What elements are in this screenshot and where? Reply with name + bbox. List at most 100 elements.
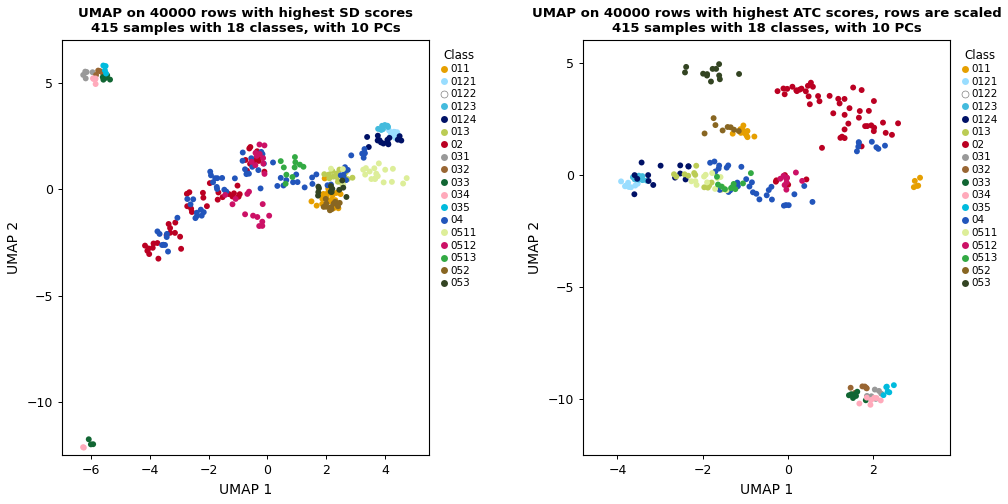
Point [277,180,293,188]
Point [379,121,395,130]
Point [804,198,821,206]
Point [804,83,821,91]
Point [700,183,716,192]
Point [776,90,792,98]
Point [772,175,788,183]
Point [226,190,242,198]
Point [276,163,292,171]
Point [151,230,167,238]
Point [373,126,389,134]
Y-axis label: UMAP 2: UMAP 2 [528,221,542,275]
Point [837,134,853,142]
Point [849,388,865,396]
Point [722,186,738,195]
Point [211,188,227,197]
Point [705,65,721,73]
Point [238,156,254,164]
Point [314,191,331,199]
Point [370,172,386,180]
Point [244,158,260,166]
Point [714,182,730,191]
Point [775,85,791,93]
Point [238,170,254,178]
Point [621,183,637,191]
Point [761,186,777,194]
Point [246,156,262,164]
Point [717,185,733,193]
Point [844,390,860,398]
Point [265,158,281,166]
Point [688,162,705,170]
Point [735,179,751,187]
Point [325,191,341,199]
Point [768,176,784,184]
Point [623,183,639,192]
Point [284,173,300,181]
Point [362,167,378,175]
Point [287,153,303,161]
Point [249,213,265,221]
Point [76,71,92,79]
Point [744,178,760,186]
Point [340,175,356,183]
Point [85,68,101,76]
Point [751,196,767,204]
Point [316,203,332,211]
Point [225,193,241,201]
Point [326,172,342,180]
Point [251,141,267,149]
Point [393,137,409,145]
Point [326,200,342,208]
Point [715,127,731,135]
Point [303,198,320,206]
Point [273,174,289,182]
Point [173,245,190,253]
Point [707,185,723,193]
Point [719,164,735,172]
Point [254,222,270,230]
Point [851,113,867,121]
Point [183,205,200,213]
Point [870,145,886,153]
Point [631,175,647,183]
Point [359,133,375,141]
Point [370,125,386,133]
Point [85,440,101,448]
Point [775,172,791,180]
Point [737,129,753,137]
Point [699,178,715,186]
Point [160,220,176,228]
Point [778,185,794,194]
Point [842,104,858,112]
Point [389,128,405,136]
Point [800,82,816,90]
Point [845,394,861,402]
Point [178,190,195,198]
Point [779,174,795,182]
Point [631,172,647,180]
Point [866,123,882,132]
Point [778,174,794,182]
Point [338,176,354,184]
Point [377,166,393,174]
Point [784,83,800,91]
Point [336,172,352,180]
Point [150,255,166,263]
Point [385,165,401,173]
Point [289,178,305,186]
Point [864,138,880,146]
Legend: 011, 0121, 0122, 0123, 0124, 013, 02, 031, 032, 033, 034, 035, 04, 0511, 0512, 0: 011, 0121, 0122, 0123, 0124, 013, 02, 03… [437,45,480,292]
Point [336,181,352,189]
Point [854,142,870,150]
Point [296,183,312,192]
Point [368,170,384,178]
Point [179,195,196,203]
Point [254,150,270,158]
Point [890,119,906,128]
Point [255,200,271,208]
Point [338,168,354,176]
Point [858,396,874,404]
Point [687,171,704,179]
Point [324,188,340,196]
Point [310,184,327,193]
